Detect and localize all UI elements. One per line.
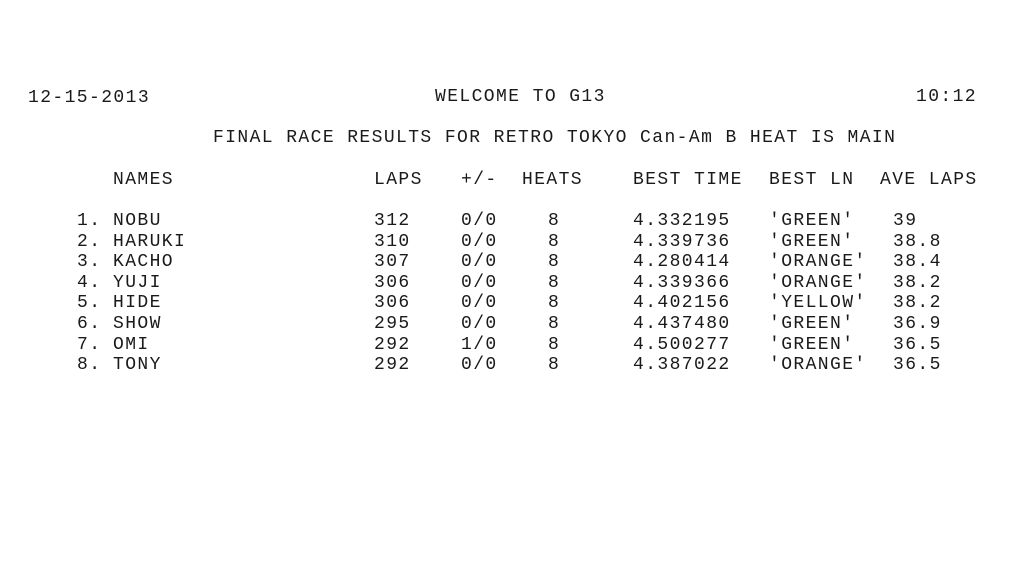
cell-heats: 8 (548, 355, 561, 376)
cell-best-time: 4.387022 (633, 355, 731, 376)
cell-rank: 7. (77, 334, 102, 355)
cell-best-time: 4.332195 (633, 211, 731, 231)
header-ave-laps: AVE LAPS (880, 170, 978, 190)
cell-laps: 312 (374, 211, 411, 231)
header-best-time: BEST TIME (633, 170, 743, 190)
cell-plus-minus: 1/0 (461, 334, 498, 355)
cell-best-ln: 'GREEN' (769, 334, 855, 355)
cell-rank: 4. (77, 272, 102, 293)
cell-best-time: 4.280414 (633, 252, 731, 273)
header-heats: HEATS (522, 170, 584, 190)
cell-rank: 1. (77, 211, 102, 231)
cell-plus-minus: 0/0 (461, 252, 498, 273)
cell-name: YUJI (113, 272, 162, 293)
cell-ave-laps: 39 (893, 211, 918, 231)
cell-best-ln: 'YELLOW' (769, 293, 867, 314)
cell-best-ln: 'GREEN' (769, 211, 855, 231)
cell-ave-laps: 38.8 (893, 231, 942, 252)
cell-plus-minus: 0/0 (461, 272, 498, 293)
cell-ave-laps: 38.2 (893, 272, 942, 293)
cell-plus-minus: 0/0 (461, 211, 498, 231)
cell-laps: 310 (374, 231, 411, 252)
table-row: 5. HIDE 306 0/0 8 4.402156 'YELLOW' 38.2 (0, 293, 1024, 313)
cell-heats: 8 (548, 252, 561, 273)
cell-ave-laps: 38.2 (893, 293, 942, 314)
cell-heats: 8 (548, 211, 561, 231)
cell-name: HARUKI (113, 231, 187, 252)
cell-name: HIDE (113, 293, 162, 314)
cell-heats: 8 (548, 231, 561, 252)
cell-best-time: 4.402156 (633, 293, 731, 314)
cell-laps: 295 (374, 314, 411, 334)
cell-best-ln: 'ORANGE' (769, 355, 867, 376)
cell-rank: 2. (77, 231, 102, 252)
cell-best-ln: 'ORANGE' (769, 252, 867, 273)
page-title: FINAL RACE RESULTS FOR RETRO TOKYO Can-A… (213, 128, 897, 148)
cell-rank: 8. (77, 355, 102, 376)
header-laps: LAPS (374, 170, 423, 190)
cell-heats: 8 (548, 314, 561, 334)
cell-rank: 3. (77, 252, 102, 273)
welcome-heading: WELCOME TO G13 (435, 87, 606, 107)
cell-ave-laps: 36.5 (893, 355, 942, 376)
header-best-ln: BEST LN (769, 170, 855, 190)
header-names: NAMES (113, 170, 175, 190)
cell-name: NOBU (113, 211, 162, 231)
table-row: 8. TONY 292 0/0 8 4.387022 'ORANGE' 36.5 (0, 355, 1024, 375)
cell-rank: 6. (77, 314, 102, 334)
cell-plus-minus: 0/0 (461, 231, 498, 252)
cell-heats: 8 (548, 334, 561, 355)
cell-name: OMI (113, 334, 150, 355)
cell-ave-laps: 36.5 (893, 334, 942, 355)
cell-heats: 8 (548, 272, 561, 293)
table-row: 6. SHOW 295 0/0 8 4.437480 'GREEN' 36.9 (0, 314, 1024, 334)
table-row: 1. NOBU 312 0/0 8 4.332195 'GREEN' 39 (0, 211, 1024, 231)
cell-laps: 306 (374, 293, 411, 314)
cell-best-time: 4.339366 (633, 272, 731, 293)
cell-laps: 307 (374, 252, 411, 273)
cell-heats: 8 (548, 293, 561, 314)
cell-best-time: 4.500277 (633, 334, 731, 355)
cell-ave-laps: 38.4 (893, 252, 942, 273)
cell-best-ln: 'ORANGE' (769, 272, 867, 293)
column-headers: NAMES LAPS +/- HEATS BEST TIME BEST LN A… (0, 170, 1024, 190)
cell-name: KACHO (113, 252, 175, 273)
cell-name: TONY (113, 355, 162, 376)
cell-ave-laps: 36.9 (893, 314, 942, 334)
header-plus-minus: +/- (461, 170, 498, 190)
cell-plus-minus: 0/0 (461, 314, 498, 334)
table-row: 2. HARUKI 310 0/0 8 4.339736 'GREEN' 38.8 (0, 232, 1024, 252)
table-row: 4. YUJI 306 0/0 8 4.339366 'ORANGE' 38.2 (0, 273, 1024, 293)
table-row: 3. KACHO 307 0/0 8 4.280414 'ORANGE' 38.4 (0, 252, 1024, 272)
cell-laps: 306 (374, 272, 411, 293)
cell-best-time: 4.437480 (633, 314, 731, 334)
cell-rank: 5. (77, 293, 102, 314)
date: 12-15-2013 (28, 88, 151, 108)
cell-best-ln: 'GREEN' (769, 314, 855, 334)
table-row: 7. OMI 292 1/0 8 4.500277 'GREEN' 36.5 (0, 335, 1024, 355)
cell-name: SHOW (113, 314, 162, 334)
cell-best-time: 4.339736 (633, 231, 731, 252)
cell-plus-minus: 0/0 (461, 355, 498, 376)
cell-laps: 292 (374, 334, 411, 355)
time: 10:12 (916, 87, 978, 107)
cell-best-ln: 'GREEN' (769, 231, 855, 252)
cell-plus-minus: 0/0 (461, 293, 498, 314)
cell-laps: 292 (374, 355, 411, 376)
